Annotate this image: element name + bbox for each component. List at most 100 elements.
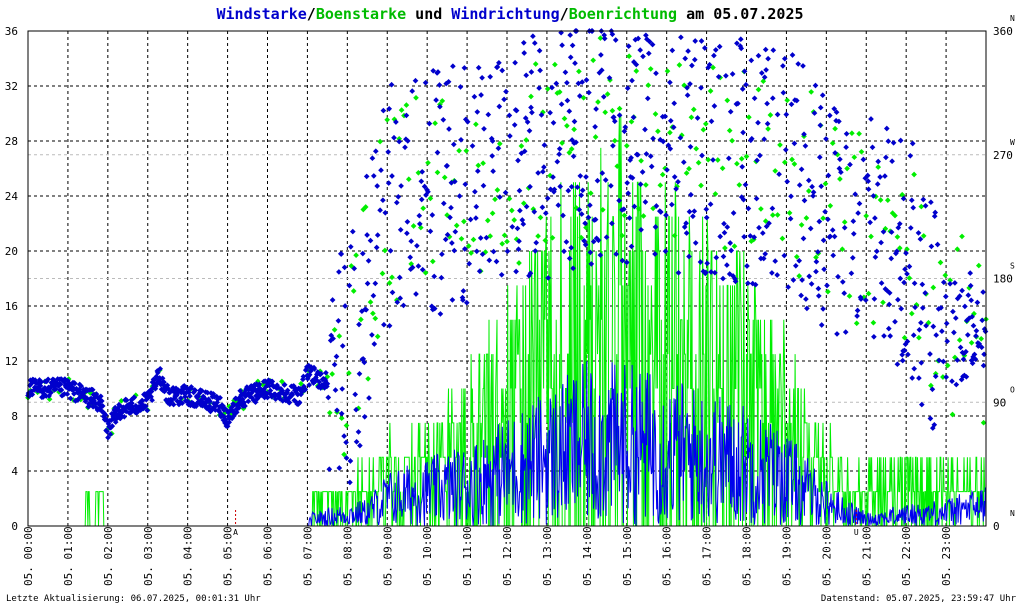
- wind-direction-point: [396, 274, 403, 281]
- wind-direction-point: [888, 255, 895, 262]
- wind-direction-point: [599, 170, 606, 176]
- wind-direction-point: [772, 258, 779, 264]
- gust-direction-point: [863, 213, 870, 219]
- gust-direction-point: [707, 88, 714, 94]
- wind-direction-point: [565, 187, 572, 194]
- gust-direction-point: [386, 280, 393, 286]
- gust-direction-point: [374, 333, 381, 340]
- wind-direction-point: [708, 269, 714, 275]
- wind-direction-point: [869, 144, 876, 151]
- wind-direction-point: [964, 332, 971, 338]
- wind-direction-point: [648, 163, 655, 170]
- wind-direction-point: [860, 156, 867, 163]
- wind-direction-point: [720, 275, 726, 282]
- wind-direction-point: [332, 387, 339, 393]
- wind-direction-point: [830, 252, 837, 259]
- wind-direction-point: [577, 173, 584, 179]
- gust-direction-point: [901, 334, 908, 341]
- wind-direction-point: [414, 242, 420, 249]
- wind-direction-point: [437, 103, 443, 110]
- wind-direction-point: [918, 319, 924, 326]
- wind-direction-point: [798, 166, 805, 173]
- wind-direction-point: [490, 248, 497, 255]
- wind-direction-point: [760, 255, 767, 262]
- wind-direction-point: [761, 74, 768, 81]
- wind-direction-point: [456, 193, 463, 199]
- wind-direction-point: [527, 270, 534, 277]
- wind-direction-point: [653, 203, 660, 209]
- wind-direction-point: [825, 216, 831, 223]
- wind-direction-point: [816, 218, 823, 225]
- gust-direction-point: [367, 299, 374, 305]
- wind-direction-point: [688, 191, 694, 198]
- wind-direction-point: [154, 369, 161, 376]
- wind-direction-point: [553, 80, 560, 87]
- wind-direction-point: [707, 201, 714, 208]
- gust-direction-point: [877, 197, 884, 203]
- gust-direction-point: [940, 374, 946, 380]
- wind-direction-point: [647, 153, 654, 160]
- wind-direction-point: [479, 74, 485, 81]
- wind-direction-point: [99, 403, 106, 409]
- wind-direction-point: [494, 64, 501, 70]
- wind-direction-point: [372, 148, 379, 155]
- wind-direction-point: [430, 67, 437, 74]
- wind-direction-point: [826, 112, 833, 119]
- wind-direction-point: [795, 61, 802, 67]
- wind-direction-point: [437, 311, 444, 317]
- gust-direction-point: [532, 61, 539, 67]
- wind-direction-point: [803, 296, 809, 302]
- wind-direction-point: [910, 332, 917, 339]
- wind-direction-point: [728, 247, 735, 254]
- gust-direction-point: [358, 316, 364, 323]
- gust-direction-point: [343, 422, 350, 429]
- wind-direction-point: [721, 229, 728, 236]
- wind-direction-point: [409, 88, 416, 94]
- wind-direction-point: [339, 343, 346, 349]
- wind-direction-point: [762, 46, 769, 53]
- title-part: am 05.07.2025: [677, 5, 803, 23]
- gust-direction-point: [602, 109, 609, 116]
- wind-direction-point: [950, 308, 956, 315]
- y-axis-right: 0 N 90 O 180 S 270 W 360 N: [993, 14, 1015, 533]
- wind-direction-point: [787, 215, 794, 222]
- wind-direction-point: [426, 120, 433, 127]
- gust-direction-point: [410, 223, 417, 229]
- wind-direction-point: [963, 373, 970, 380]
- wind-direction-point: [588, 261, 595, 267]
- wind-direction-point: [478, 92, 484, 98]
- wind-direction-point: [748, 57, 755, 64]
- wind-direction-point: [883, 125, 890, 132]
- wind-direction-point: [796, 182, 803, 188]
- wind-direction-point: [461, 246, 468, 252]
- title-part: /: [307, 5, 316, 23]
- wind-direction-point: [660, 138, 667, 145]
- wind-direction-point: [850, 218, 857, 225]
- wind-direction-point: [931, 213, 938, 220]
- wind-direction-point: [972, 356, 979, 363]
- wind-direction-point: [682, 55, 689, 62]
- wind-direction-point: [980, 362, 987, 369]
- y-left-tick-label: 24: [5, 190, 19, 203]
- wind-direction-point: [928, 243, 935, 250]
- gust-direction-point: [561, 115, 568, 122]
- wind-direction-point: [741, 68, 748, 75]
- wind-direction-point: [640, 53, 646, 60]
- wind-direction-point: [920, 196, 927, 203]
- wind-direction-point: [557, 183, 564, 190]
- wind-direction-point: [717, 233, 724, 240]
- wind-direction-point: [357, 442, 363, 449]
- wind-direction-point: [429, 212, 436, 218]
- wind-direction-point: [664, 167, 670, 173]
- wind-direction-point: [187, 393, 193, 399]
- wind-direction-point: [824, 282, 830, 289]
- wind-direction-point: [144, 407, 151, 414]
- wind-direction-point: [874, 181, 881, 187]
- wind-direction-point: [572, 60, 578, 67]
- wind-direction-point: [755, 52, 762, 59]
- gust-direction-point: [429, 258, 436, 265]
- wind-direction-point: [558, 101, 565, 108]
- wind-direction-point: [170, 401, 177, 408]
- wind-direction-point: [906, 263, 913, 270]
- wind-direction-point: [531, 208, 538, 215]
